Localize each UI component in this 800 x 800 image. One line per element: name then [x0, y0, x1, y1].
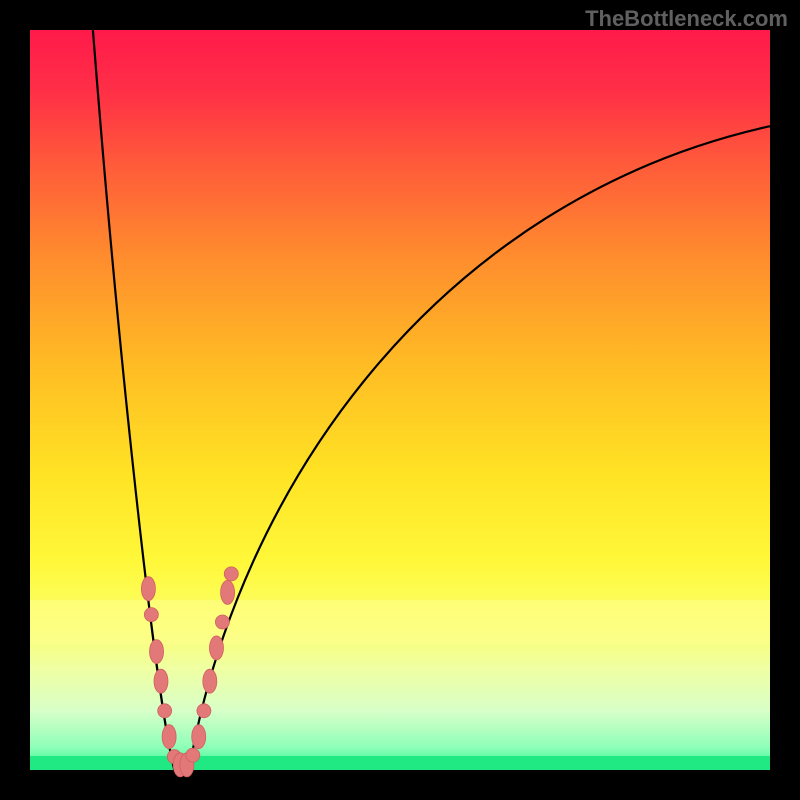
marker-lozenge [192, 725, 206, 749]
marker-lozenge [150, 640, 164, 664]
marker-lozenge [154, 669, 168, 693]
marker-point [186, 748, 200, 762]
watermark-text: TheBottleneck.com [585, 6, 788, 32]
bottom-strip [30, 756, 770, 770]
marker-point [144, 608, 158, 622]
marker-lozenge [221, 580, 235, 604]
highlight-band [30, 600, 770, 644]
chart-container: TheBottleneck.com [0, 0, 800, 800]
marker-lozenge [141, 577, 155, 601]
chart-svg [0, 0, 800, 800]
marker-point [224, 567, 238, 581]
marker-lozenge [209, 636, 223, 660]
marker-point [215, 615, 229, 629]
plot-background [30, 30, 770, 770]
marker-lozenge [162, 725, 176, 749]
marker-point [197, 704, 211, 718]
marker-point [158, 704, 172, 718]
marker-lozenge [203, 669, 217, 693]
